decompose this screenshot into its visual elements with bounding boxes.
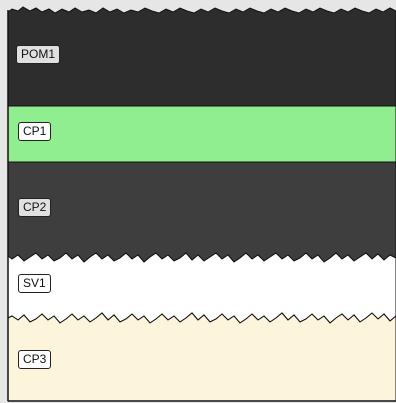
layer-cp1-shape [7,105,396,163]
layer-label-cp3: CP3 [18,350,52,369]
layer-cp2-shape [7,161,396,263]
layer-label-cp1: CP1 [18,122,52,141]
layer-pom1-shape [7,6,396,107]
layer-label-pom1: POM1 [16,45,61,64]
layer-label-sv1: SV1 [18,274,51,293]
layer-sv1-shape [7,252,396,324]
layer-label-cp2: CP2 [18,198,52,217]
layer-cp3-shape [7,312,396,402]
